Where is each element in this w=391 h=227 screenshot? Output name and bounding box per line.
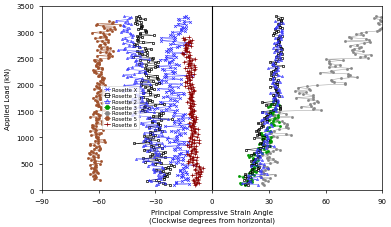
Line: Rosette 3: Rosette 3 [238,100,281,186]
Rosette X [174,181,178,184]
Rosette 5 [107,21,111,24]
Rosette 6 [196,178,200,180]
Y-axis label: Applied Load (kN): Applied Load (kN) [4,68,11,129]
Rosette 4 [261,184,266,186]
Rosette 3 [242,184,247,186]
Rosette 3 [267,126,271,129]
Rosette 6 [198,175,203,178]
Rosette 3 [272,109,276,112]
Rosette 4 [275,117,280,120]
Rosette X [172,120,177,123]
Rosette 4 [310,96,315,99]
Rosette X [167,35,172,37]
Rosette 2 [126,68,131,70]
Rosette X [173,149,178,152]
Rosette 3 [256,146,261,149]
Rosette 3 [259,133,264,135]
Rosette 1 [137,16,142,18]
Rosette 6 [183,44,188,47]
Rosette 5 [102,35,106,37]
Rosette 1 [155,75,160,78]
Line: Rosette 2: Rosette 2 [115,16,174,186]
Rosette 6 [188,145,193,147]
Rosette 4 [276,128,281,131]
Rosette 1 [139,24,143,27]
Rosette 2 [131,45,135,48]
Line: Rosette 6: Rosette 6 [180,36,205,187]
Rosette 4 [373,16,378,18]
Rosette 6 [195,156,199,159]
Rosette 5 [97,178,102,181]
Rosette 2 [139,89,144,92]
Rosette X [183,16,188,18]
Rosette 5 [97,149,101,152]
Line: Rosette 5: Rosette 5 [87,21,121,181]
Rosette 3 [265,129,270,132]
X-axis label: Principal Compressive Strain Angle
(Clockwise degrees from horizontal): Principal Compressive Strain Angle (Cloc… [149,210,275,223]
Rosette 2 [122,16,127,18]
Rosette 5 [95,172,100,175]
Rosette X [172,184,176,186]
Rosette 2 [154,184,159,186]
Rosette 2 [145,117,149,120]
Rosette 4 [348,45,353,48]
Rosette 1 [148,91,153,94]
Rosette 5 [94,169,99,172]
Rosette 3 [262,134,266,136]
Rosette 1 [147,150,151,153]
Rosette 6 [193,184,197,186]
Rosette 2 [140,96,145,99]
Line: Rosette 1: Rosette 1 [127,16,175,186]
Rosette 1 [168,184,172,186]
Rosette 3 [271,100,276,102]
Rosette 5 [112,29,117,32]
Line: Rosette 4: Rosette 4 [258,16,389,186]
Rosette 1 [137,46,142,49]
Legend: Rosette X, Rosette 1, Rosette 2, Rosette 3, Rosette 4, Rosette 5, Rosette 6: Rosette X, Rosette 1, Rosette 2, Rosette… [102,86,139,129]
Rosette 6 [183,49,188,52]
Rosette 4 [308,89,312,92]
Rosette 2 [153,128,158,131]
Rosette 1 [150,136,155,139]
Rosette 6 [187,37,191,39]
Rosette X [188,21,193,24]
Rosette X [191,164,196,167]
Rosette 4 [349,68,353,70]
Rosette 5 [95,136,100,139]
Line: Rosette X: Rosette X [153,16,195,186]
